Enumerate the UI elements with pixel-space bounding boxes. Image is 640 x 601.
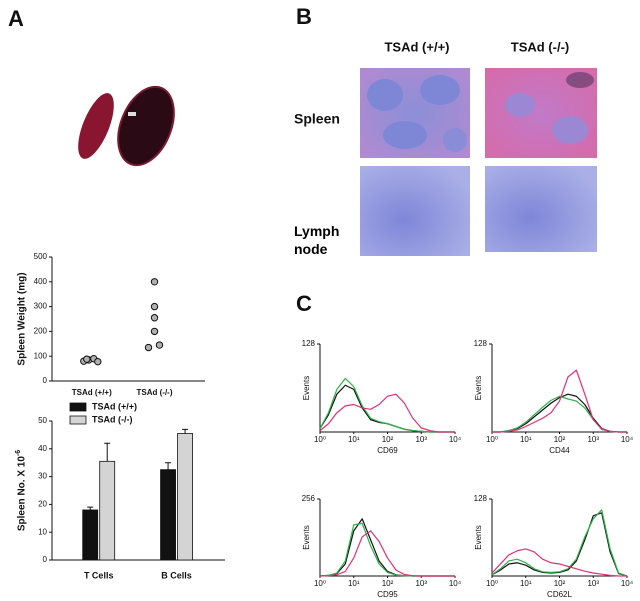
- legend-label: TSAd (+/+): [92, 401, 137, 411]
- histology-images: [360, 68, 597, 256]
- x-tick-label: 10²: [382, 435, 394, 444]
- data-point: [83, 355, 91, 363]
- y-tick-label: 200: [34, 327, 48, 336]
- y-axis-label: Events: [302, 525, 311, 549]
- data-point: [155, 341, 164, 349]
- bar: [160, 469, 176, 561]
- x-tick-label: 10²: [554, 435, 566, 444]
- x-tick-label: 10³: [415, 435, 427, 444]
- x-tick-label: 10⁴: [621, 579, 634, 588]
- x-tick-label: TSAd (-/-): [137, 388, 173, 397]
- x-tick-label: 10⁴: [621, 435, 634, 444]
- histogram-curve: [319, 377, 455, 433]
- x-axis-label: CD69: [377, 446, 398, 455]
- row-label: Lymph node: [294, 223, 340, 257]
- y-tick-label: 400: [34, 277, 48, 286]
- y-tick-label: 300: [34, 302, 48, 311]
- y-tick-label: 500: [34, 252, 48, 261]
- panel-label: B: [296, 4, 312, 29]
- x-tick-label: 10²: [554, 579, 566, 588]
- histogram-curve: [319, 530, 455, 577]
- x-tick-label: 10¹: [348, 579, 360, 588]
- y-tick-label: 20: [38, 500, 47, 509]
- data-point: [144, 343, 153, 352]
- y-axis-label: Spleen No. X 10-6: [15, 450, 27, 531]
- x-tick-label: 10²: [382, 579, 394, 588]
- x-tick-label: 10⁰: [314, 435, 326, 444]
- error-bar: [182, 428, 189, 434]
- bar: [177, 433, 193, 561]
- x-tick-label: T Cells: [84, 570, 114, 580]
- data-point: [150, 278, 159, 286]
- data-point: [150, 327, 159, 336]
- x-tick-label: 10³: [587, 435, 599, 444]
- y-axis-label-exponent: -6: [15, 450, 22, 456]
- column-header: TSAd (-/-): [511, 39, 569, 54]
- bar: [82, 509, 99, 561]
- legend-label: TSAd (-/-): [92, 414, 133, 424]
- y-tick-label: 10: [38, 527, 47, 536]
- x-tick-label: 10¹: [520, 435, 532, 444]
- error-bar: [104, 442, 111, 462]
- error-bar: [87, 506, 94, 510]
- y-tick-label: 30: [38, 472, 47, 481]
- y-tick-label: 0: [43, 555, 48, 564]
- histogram-curve: [491, 548, 627, 577]
- x-tick-label: B Cells: [161, 570, 192, 580]
- x-tick-label: 10³: [587, 579, 599, 588]
- x-axis-label: CD95: [377, 590, 398, 599]
- legend-swatch: [69, 402, 87, 412]
- data-point: [150, 302, 159, 311]
- y-axis-label: Spleen Weight (mg): [17, 272, 28, 365]
- data-point: [94, 357, 102, 366]
- x-tick-label: TSAd (+/+): [72, 388, 112, 397]
- x-tick-label: 10⁰: [314, 579, 326, 588]
- data-point: [150, 314, 159, 322]
- y-tick-label: 0: [43, 376, 48, 385]
- panel-label: C: [296, 291, 312, 316]
- x-tick-label: 10¹: [520, 579, 532, 588]
- x-axis-label: CD62L: [547, 590, 572, 599]
- histogram-curve: [491, 509, 628, 577]
- y-tick-label: 40: [38, 444, 47, 453]
- histogram-curve: [492, 369, 627, 433]
- y-tick-label: 50: [38, 416, 47, 425]
- histogram-curve: [319, 393, 455, 433]
- y-tick-label: 128: [474, 339, 488, 348]
- panel-label: A: [8, 6, 24, 31]
- x-tick-label: 10⁰: [486, 435, 498, 444]
- x-tick-label: 10⁴: [449, 579, 462, 588]
- y-axis-label: Events: [302, 376, 311, 400]
- x-tick-label: 10⁴: [449, 435, 462, 444]
- x-tick-label: 10⁰: [486, 579, 498, 588]
- spleen-photo: [78, 85, 175, 167]
- error-bar: [165, 462, 172, 470]
- histogram-curve: [319, 522, 455, 577]
- y-axis-label: Events: [474, 525, 483, 549]
- x-tick-label: 10¹: [348, 435, 360, 444]
- histogram-curve: [491, 512, 628, 577]
- bar: [99, 460, 116, 561]
- y-tick-label: 128: [474, 494, 488, 503]
- row-label: Spleen: [294, 111, 340, 127]
- y-tick-label: 256: [302, 494, 316, 503]
- legend-swatch: [69, 415, 87, 425]
- y-axis-label: Events: [474, 376, 483, 400]
- y-tick-label: 100: [34, 351, 48, 360]
- y-tick-label: 128: [302, 339, 316, 348]
- x-tick-label: 10³: [415, 579, 427, 588]
- x-axis-label: CD44: [549, 446, 570, 455]
- histogram-curve: [319, 384, 455, 433]
- column-header: TSAd (+/+): [384, 39, 449, 54]
